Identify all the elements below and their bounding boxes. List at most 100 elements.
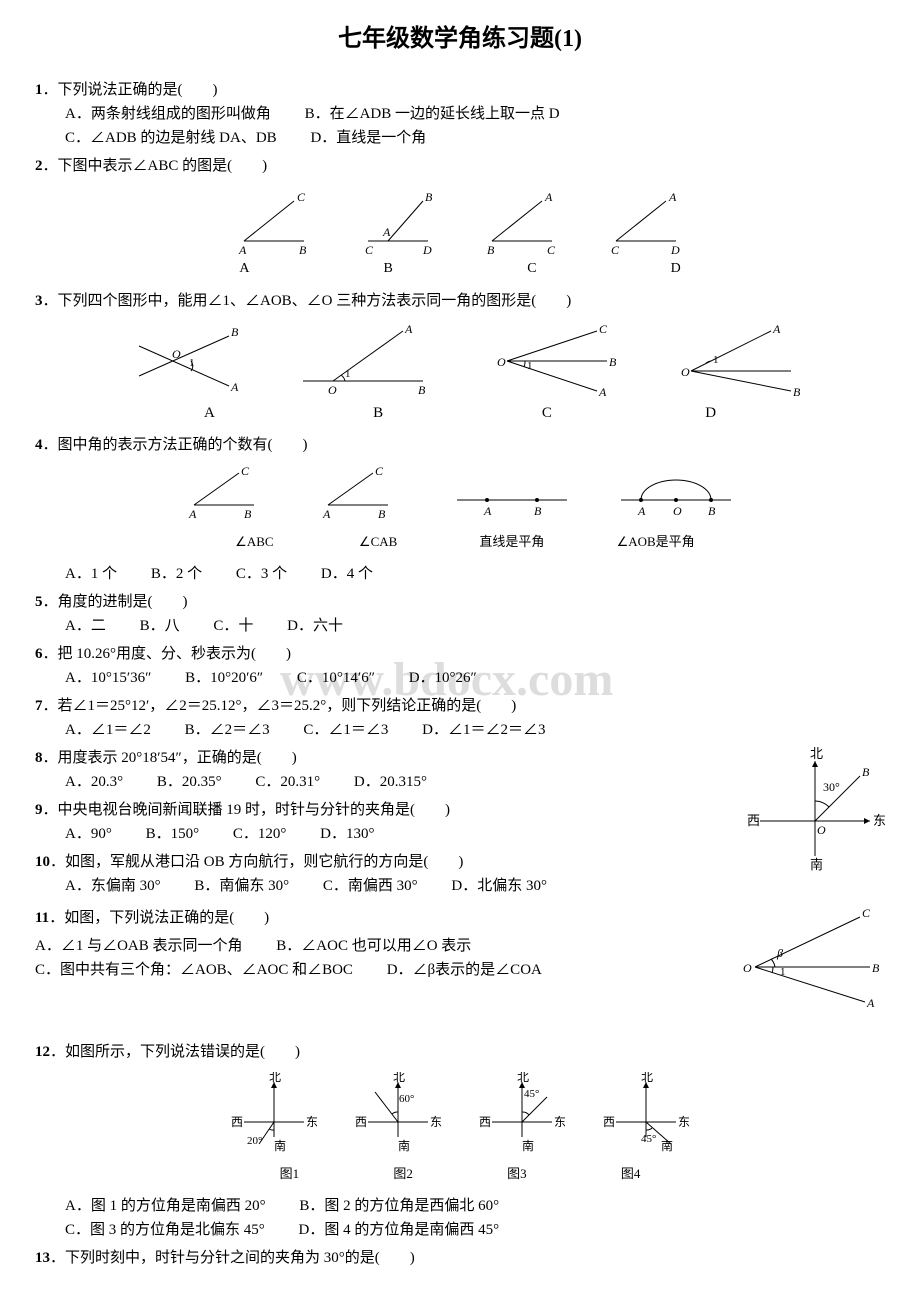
svg-text:西: 西 (747, 813, 760, 828)
svg-text:A: A (772, 322, 781, 336)
q9-opt-c: C．120° (233, 826, 287, 842)
q12-fig-1: 北 南 东 西 20° (229, 1072, 319, 1162)
svg-text:A: A (230, 380, 239, 394)
svg-text:D: D (670, 243, 680, 256)
svg-text:C: C (599, 322, 608, 336)
svg-text:45°: 45° (641, 1133, 656, 1145)
svg-text:A: A (544, 190, 553, 204)
svg-text:北: 北 (641, 1072, 653, 1084)
q10-num: 10 (35, 854, 50, 870)
svg-text:B: B (609, 355, 617, 369)
svg-text:B: B (378, 507, 386, 521)
q4-cap-c: 直线是平角 (442, 532, 582, 553)
svg-text:C: C (297, 190, 306, 204)
q4-opt-b: B．2 个 (151, 566, 202, 582)
q12-opt-b: B．图 2 的方位角是西偏北 60° (299, 1198, 499, 1214)
svg-text:北: 北 (269, 1072, 281, 1084)
q3-fig-a: O 1 B A (109, 321, 249, 401)
question-13: 13．下列时刻中，时针与分针之间的夹角为 30°的是( ) (35, 1246, 885, 1270)
q4-cap-b: ∠CAB (318, 532, 438, 553)
q7-opt-c: C．∠1＝∠3 (303, 722, 388, 738)
q12-opt-d: D．图 4 的方位角是南偏西 45° (299, 1222, 500, 1238)
svg-text:B: B (487, 243, 495, 256)
q5-opt-c: C．十 (213, 618, 253, 634)
q6-opt-a: A．10°15′36″ (65, 670, 151, 686)
q13-text: ．下列时刻中，时针与分针之间的夹角为 30°的是( ) (50, 1250, 415, 1266)
q5-opt-a: A．二 (65, 618, 106, 634)
q2-num: 2 (35, 158, 43, 174)
q2-text: ．下图中表示∠ABC 的图是( ) (43, 158, 268, 174)
q4-opt-c: C．3 个 (236, 566, 287, 582)
svg-text:A: A (322, 507, 331, 521)
svg-text:O: O (172, 347, 181, 361)
q8-opt-b: B．20.35° (157, 774, 222, 790)
svg-text:南: 南 (661, 1138, 673, 1153)
q4-options: A．1 个 B．2 个 C．3 个 D．4 个 (65, 562, 885, 586)
page-title: 七年级数学角练习题(1) (35, 20, 885, 58)
q7-options: A．∠1＝∠2 B．∠2＝∠3 C．∠1＝∠3 D．∠1＝∠2＝∠3 (65, 718, 885, 742)
q4-cap-a: ∠ABC (194, 532, 314, 553)
q3-figures: O 1 B A O B A 1 O B C A 1 O B A 1 A B C … (35, 321, 885, 425)
svg-text:A: A (382, 225, 391, 239)
q12-fig-4: 北 南 东 西 45° (601, 1072, 691, 1162)
svg-text:O: O (673, 504, 682, 518)
q4-cap-d: ∠AOB是平角 (586, 532, 726, 553)
q2-label-a: A (174, 258, 314, 280)
svg-text:C: C (375, 465, 384, 478)
q3-fig-c: O B C A 1 (477, 321, 627, 401)
q12-text: ．如图所示，下列说法错误的是( ) (50, 1044, 300, 1060)
q5-options: A．二 B．八 C．十 D．六十 (65, 614, 885, 638)
q10-opt-c: C．南偏西 30° (323, 878, 418, 894)
svg-text:O: O (497, 355, 506, 369)
svg-text:北: 北 (810, 746, 823, 761)
svg-text:O: O (681, 365, 690, 379)
q6-opt-d: D．10°26″ (409, 670, 477, 686)
q4-fig-c: A B (447, 465, 577, 530)
svg-text:C: C (611, 243, 620, 256)
svg-text:A: A (668, 190, 677, 204)
q6-text: ．把 10.26°用度、分、秒表示为( ) (43, 646, 292, 662)
svg-text:A: A (483, 504, 492, 518)
q10-opt-b: B．南偏东 30° (194, 878, 289, 894)
q13-num: 13 (35, 1250, 50, 1266)
q3-fig-b: O B A 1 (283, 321, 443, 401)
q6-num: 6 (35, 646, 43, 662)
svg-text:β: β (776, 946, 783, 960)
q4-fig-d: A O B (611, 465, 741, 530)
question-12: 12．如图所示，下列说法错误的是( ) (35, 1040, 885, 1064)
svg-text:45°: 45° (524, 1088, 539, 1100)
svg-text:O: O (328, 383, 337, 397)
q12-fig-2: 北 南 东 西 60° (353, 1072, 443, 1162)
svg-text:B: B (534, 504, 542, 518)
q3-label-d: D (631, 401, 791, 425)
svg-text:1: 1 (713, 354, 719, 366)
svg-text:北: 北 (393, 1072, 405, 1084)
q2-label-c: C (462, 258, 602, 280)
svg-text:南: 南 (810, 857, 823, 872)
q3-label-a: A (129, 401, 289, 425)
q3-label-b: B (293, 401, 463, 425)
q11-opt-a: A．∠1 与∠OAB 表示同一个角 (35, 938, 243, 954)
q9-opt-a: A．90° (65, 826, 112, 842)
q5-opt-d: D．六十 (287, 618, 343, 634)
svg-text:B: B (244, 507, 252, 521)
svg-text:南: 南 (522, 1138, 534, 1153)
svg-text:A: A (238, 243, 247, 256)
q7-opt-d: D．∠1＝∠2＝∠3 (422, 722, 545, 738)
q6-options: A．10°15′36″ B．10°20′6″ C．10°14′6″ D．10°2… (65, 666, 885, 690)
svg-text:A: A (866, 996, 875, 1010)
q8-opt-a: A．20.3° (65, 774, 123, 790)
q2-fig-c: B C A (477, 186, 567, 256)
svg-text:西: 西 (231, 1115, 243, 1129)
svg-text:C: C (365, 243, 374, 256)
q1-opt-a: A．两条射线组成的图形叫做角 (65, 106, 271, 122)
q5-text: ．角度的进制是( ) (43, 594, 188, 610)
question-7: 7．若∠1＝25°12′，∠2＝25.12°，∠3＝25.2°，则下列结论正确的… (35, 694, 885, 742)
svg-text:1: 1 (345, 368, 351, 380)
q12-fig-3: 北 南 东 西 45° (477, 1072, 567, 1162)
q8-opt-d: D．20.315° (354, 774, 427, 790)
q7-opt-b: B．∠2＝∠3 (185, 722, 270, 738)
q2-fig-a: A B C (229, 186, 319, 256)
q10-text: ．如图，军舰从港口沿 OB 方向航行，则它航行的方向是( ) (50, 854, 463, 870)
q12-num: 12 (35, 1044, 50, 1060)
